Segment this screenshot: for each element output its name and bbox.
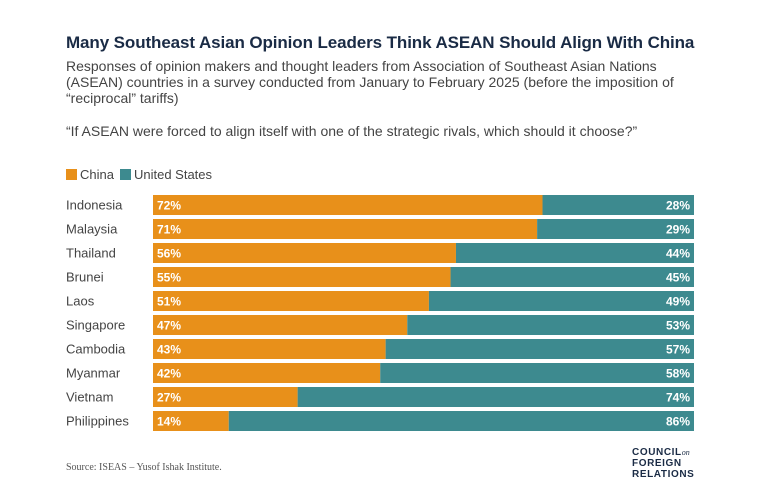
bar-united-states-laos: [428, 291, 694, 311]
value-label-united-states-philippines: 86%: [666, 415, 690, 429]
category-label-cambodia: Cambodia: [66, 342, 126, 357]
legend-item-china: China: [66, 167, 114, 182]
value-label-china-singapore: 47%: [157, 319, 181, 333]
category-label-laos: Laos: [66, 294, 95, 309]
value-label-china-philippines: 14%: [157, 415, 181, 429]
chart-subtitle: Responses of opinion makers and thought …: [66, 58, 674, 106]
source-note: Source: ISEAS – Yusof Ishak Institute.: [66, 462, 222, 473]
chart-title: Many Southeast Asian Opinion Leaders Thi…: [66, 33, 695, 52]
value-label-united-states-singapore: 53%: [666, 319, 690, 333]
bar-china-myanmar: [153, 363, 381, 383]
category-label-thailand: Thailand: [66, 246, 116, 261]
legend: China United States: [66, 167, 218, 182]
value-label-china-thailand: 56%: [157, 247, 181, 261]
legend-item-us: United States: [119, 167, 213, 182]
bar-united-states-indonesia: [542, 195, 694, 215]
category-label-vietnam: Vietnam: [66, 390, 113, 405]
bar-united-states-myanmar: [380, 363, 694, 383]
value-label-china-laos: 51%: [157, 295, 181, 309]
value-label-china-malaysia: 71%: [157, 223, 181, 237]
bar-united-states-singapore: [407, 315, 694, 335]
bar-china-thailand: [153, 243, 456, 263]
logo-line1-suffix: on: [681, 448, 690, 457]
bar-united-states-brunei: [450, 267, 694, 287]
value-label-united-states-thailand: 44%: [666, 247, 690, 261]
legend-label-us: United States: [133, 167, 213, 182]
bar-china-cambodia: [153, 339, 386, 359]
category-label-singapore: Singapore: [66, 318, 125, 333]
value-label-united-states-vietnam: 74%: [666, 391, 690, 405]
logo-line3: RELATIONS: [632, 469, 695, 480]
bar-china-vietnam: [153, 387, 298, 407]
legend-swatch-us: [119, 169, 131, 180]
value-label-united-states-cambodia: 57%: [666, 343, 690, 357]
bar-china-indonesia: [153, 195, 543, 215]
category-label-malaysia: Malaysia: [66, 222, 118, 237]
value-label-united-states-indonesia: 28%: [666, 199, 690, 213]
bar-china-malaysia: [153, 219, 538, 239]
logo-line1: COUNCIL: [632, 447, 682, 458]
bar-china-singapore: [153, 315, 408, 335]
legend-label-china: China: [80, 167, 114, 182]
category-label-brunei: Brunei: [66, 270, 104, 285]
value-label-china-cambodia: 43%: [157, 343, 181, 357]
category-label-indonesia: Indonesia: [66, 198, 123, 213]
legend-swatch-china: [66, 169, 77, 180]
value-label-united-states-myanmar: 58%: [666, 367, 690, 381]
category-label-philippines: Philippines: [66, 414, 129, 429]
bar-united-states-philippines: [228, 411, 695, 431]
bar-united-states-thailand: [455, 243, 694, 263]
value-label-united-states-brunei: 45%: [666, 271, 690, 285]
value-label-china-myanmar: 42%: [157, 367, 181, 381]
bar-china-brunei: [153, 267, 451, 287]
bar-united-states-malaysia: [537, 219, 694, 239]
bar-united-states-vietnam: [297, 387, 694, 407]
category-label-myanmar: Myanmar: [66, 366, 121, 381]
bar-china-philippines: [153, 411, 229, 431]
value-label-united-states-laos: 49%: [666, 295, 690, 309]
value-label-china-vietnam: 27%: [157, 391, 181, 405]
bar-united-states-cambodia: [385, 339, 694, 359]
bar-china-laos: [153, 291, 429, 311]
cfr-logo: COUNCILon FOREIGN RELATIONS: [632, 447, 694, 480]
logo-line2: FOREIGN: [632, 458, 682, 469]
survey-question: “If ASEAN were forced to align itself wi…: [66, 123, 638, 139]
value-label-united-states-malaysia: 29%: [666, 223, 690, 237]
value-label-china-indonesia: 72%: [157, 199, 181, 213]
value-label-china-brunei: 55%: [157, 271, 181, 285]
